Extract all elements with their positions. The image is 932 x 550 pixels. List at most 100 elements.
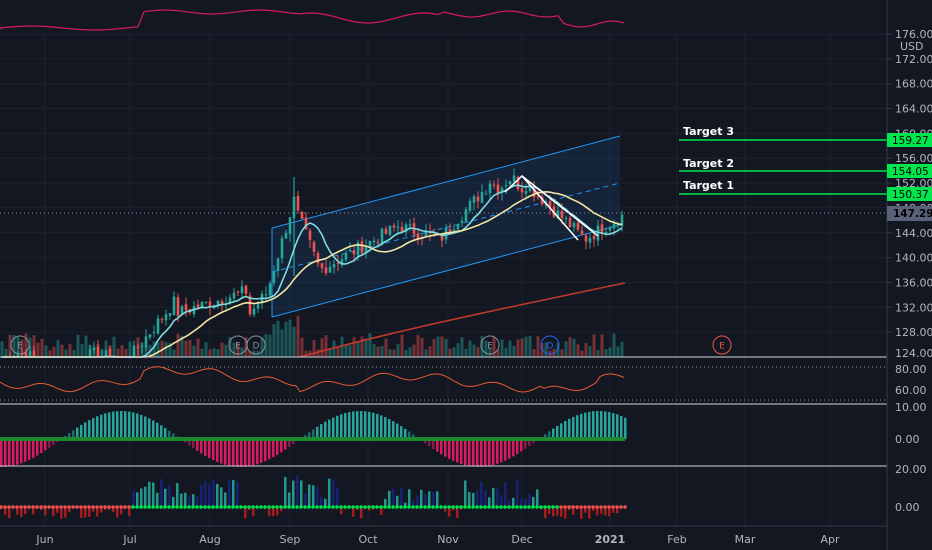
momentum-dot [215, 505, 219, 509]
top-indicator-pane [0, 9, 625, 31]
momentum-dot [507, 505, 511, 509]
momentum-bar [252, 507, 255, 517]
macd-bar [136, 413, 139, 439]
momentum-bar [120, 507, 123, 515]
macd-bar [188, 439, 191, 446]
momentum-bar [212, 479, 215, 507]
momentum-dot [15, 505, 19, 509]
macd-bar [368, 411, 371, 439]
momentum-dot [287, 505, 291, 509]
time-axis-label: Feb [667, 533, 686, 546]
macd-bar [480, 439, 483, 467]
macd-bar [432, 439, 435, 449]
price-axis[interactable]: 176.00172.00168.00164.00160.00156.00152.… [887, 28, 932, 360]
macd-bar [332, 417, 335, 439]
volume-bar [80, 343, 84, 357]
volume-bar [116, 348, 120, 357]
target-price-tag [887, 164, 932, 178]
volume-bar [76, 334, 80, 357]
time-axis-label: Mar [735, 533, 756, 546]
momentum-dot [159, 505, 163, 509]
macd-bar [376, 413, 379, 439]
momentum-bar [444, 507, 447, 512]
macd-bar [488, 439, 491, 467]
momentum-bar [488, 497, 491, 507]
momentum-dot [595, 505, 599, 509]
volume-bar [52, 346, 56, 357]
candle-body [468, 200, 472, 211]
momentum-bar [332, 478, 335, 507]
macd-bar [152, 420, 155, 439]
volume-bar [156, 342, 160, 357]
macd-bar [244, 439, 247, 467]
volume-bar [448, 348, 452, 357]
volume-bar [168, 342, 172, 357]
candle-body [400, 226, 404, 233]
momentum-bar [304, 493, 307, 507]
momentum-bar [56, 507, 59, 513]
time-axis-label: Jul [122, 533, 136, 546]
volume-bar [8, 334, 12, 357]
time-axis-label: Nov [437, 533, 459, 546]
macd-bar [340, 414, 343, 439]
macd-bar [272, 439, 275, 458]
momentum-bar [296, 475, 299, 507]
momentum-bar [8, 507, 11, 519]
volume-bar [0, 341, 4, 357]
candle-body [576, 222, 580, 230]
macd-bar [616, 414, 619, 439]
volume-bar [16, 336, 20, 357]
candle-body [516, 176, 520, 190]
macd-bar [592, 411, 595, 439]
volume-bar [508, 340, 512, 357]
macd-bar [440, 439, 443, 455]
momentum-dot [519, 505, 523, 509]
price-axis-label: 156.00 [895, 152, 932, 165]
momentum-dot [599, 505, 603, 509]
time-axis[interactable]: Jun Jul Aug Sep Oct Nov Dec 2021 Feb Mar Apr [35, 533, 840, 546]
volume-bar [60, 344, 64, 357]
momentum-bar [476, 489, 479, 507]
volume-bar [452, 347, 456, 357]
candle-body [612, 223, 616, 229]
momentum-bar [436, 491, 439, 507]
momentum-bar [492, 487, 495, 507]
macd-bar [500, 439, 503, 463]
candle-body [320, 263, 324, 269]
momentum-dot [611, 505, 615, 509]
momentum-dot [583, 505, 587, 509]
momentum-dot [339, 505, 343, 509]
momentum-dot [551, 505, 555, 509]
momentum-dot [391, 505, 395, 509]
momentum-bar [448, 507, 451, 517]
candle-body [92, 347, 96, 351]
target-lines: Target 3 Target 2 Target 1 [679, 125, 887, 195]
macd-bar [24, 439, 27, 462]
volume-bar [164, 342, 168, 357]
volume-bar [316, 349, 320, 357]
momentum-dot [143, 505, 147, 509]
momentum-dot [231, 505, 235, 509]
momentum-dot [267, 505, 271, 509]
earnings-marker [540, 335, 560, 355]
candle-body [248, 295, 252, 315]
candle-body [404, 224, 408, 233]
candle-body [196, 304, 200, 308]
macd-bar [112, 411, 115, 439]
macd-bar [456, 439, 459, 463]
candle-body [396, 226, 400, 228]
macd-bar [88, 420, 91, 439]
macd-bar [556, 425, 559, 439]
momentum-dot [383, 505, 387, 509]
macd-bar [516, 439, 519, 455]
volume-bar [592, 334, 596, 357]
momentum-bar [52, 507, 55, 516]
momentum-dot [579, 505, 583, 509]
volume-bar [324, 335, 328, 357]
momentum-dot [219, 505, 223, 509]
momentum-bar [100, 507, 103, 513]
volume-bar [600, 334, 604, 357]
momentum-dot [419, 505, 423, 509]
